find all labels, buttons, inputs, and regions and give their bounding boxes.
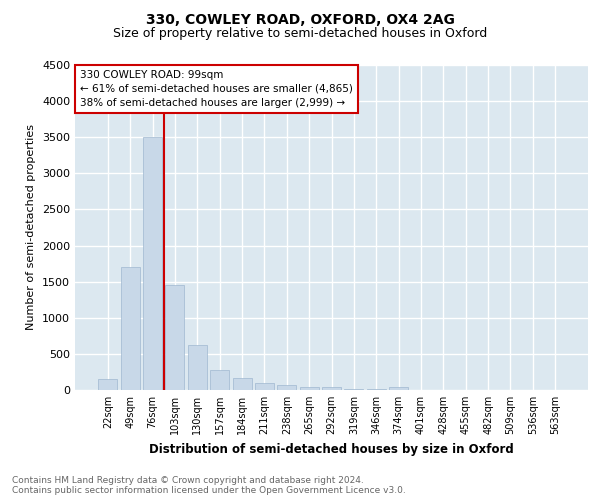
Text: Size of property relative to semi-detached houses in Oxford: Size of property relative to semi-detach… xyxy=(113,28,487,40)
Bar xyxy=(344,388,364,390)
Bar xyxy=(277,386,296,390)
Bar xyxy=(322,388,341,390)
Bar xyxy=(188,345,207,390)
Y-axis label: Number of semi-detached properties: Number of semi-detached properties xyxy=(26,124,37,330)
Text: 330 COWLEY ROAD: 99sqm
← 61% of semi-detached houses are smaller (4,865)
38% of : 330 COWLEY ROAD: 99sqm ← 61% of semi-det… xyxy=(80,70,353,108)
Bar xyxy=(166,286,184,390)
Bar xyxy=(255,383,274,390)
Bar xyxy=(233,378,251,390)
Bar xyxy=(121,267,140,390)
Bar xyxy=(210,370,229,390)
Bar xyxy=(98,379,118,390)
Bar xyxy=(299,387,319,390)
Bar xyxy=(143,137,162,390)
Bar xyxy=(389,387,408,390)
Text: 330, COWLEY ROAD, OXFORD, OX4 2AG: 330, COWLEY ROAD, OXFORD, OX4 2AG xyxy=(146,12,454,26)
Bar xyxy=(367,389,386,390)
X-axis label: Distribution of semi-detached houses by size in Oxford: Distribution of semi-detached houses by … xyxy=(149,442,514,456)
Text: Contains HM Land Registry data © Crown copyright and database right 2024.
Contai: Contains HM Land Registry data © Crown c… xyxy=(12,476,406,495)
